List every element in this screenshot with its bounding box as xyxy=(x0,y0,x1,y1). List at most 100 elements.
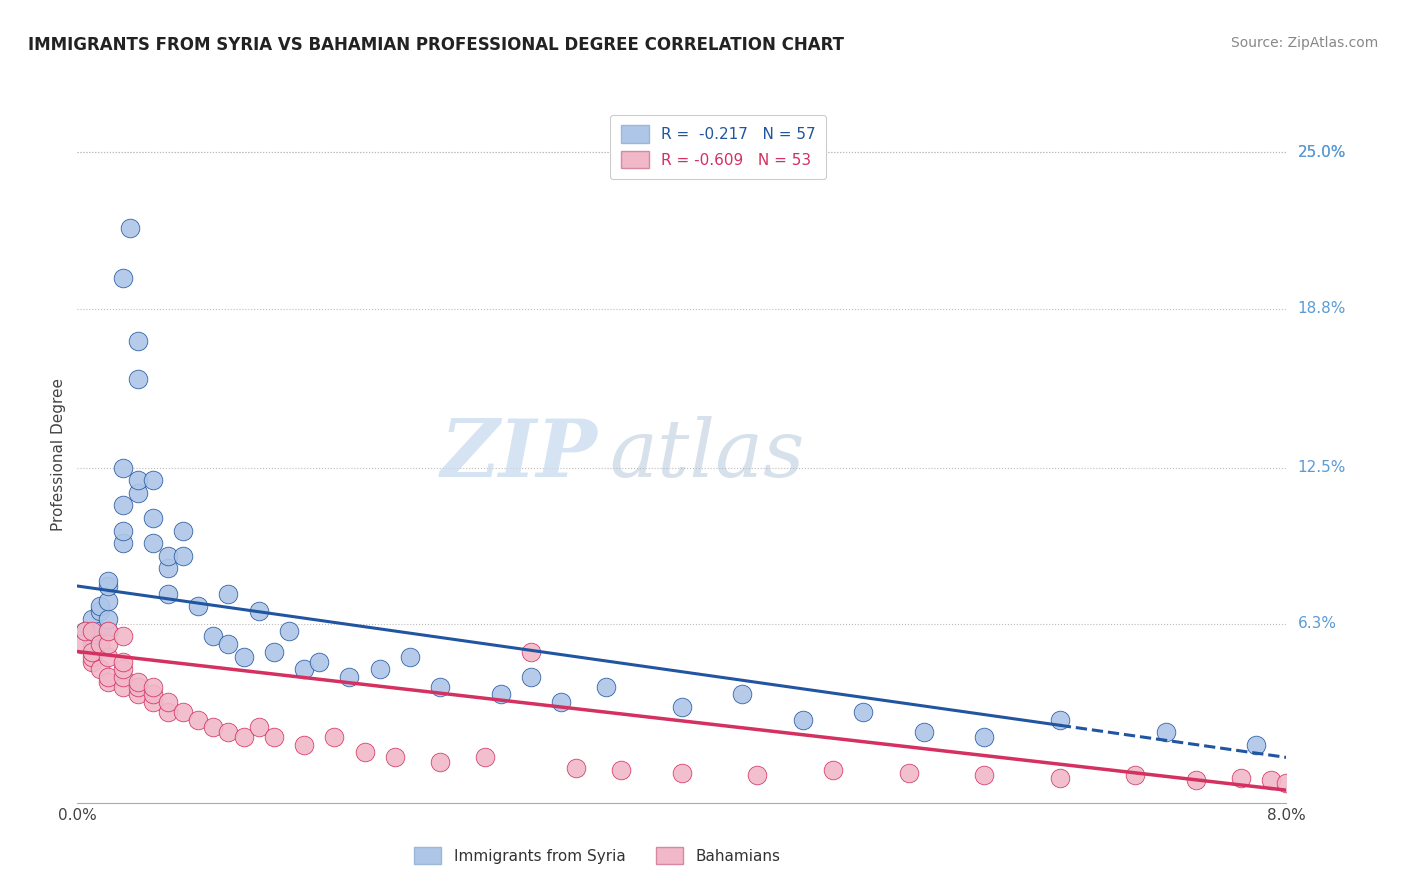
Point xyxy=(111,524,134,538)
Point xyxy=(278,624,301,639)
Point xyxy=(96,574,118,588)
Point xyxy=(142,511,165,525)
Point xyxy=(73,624,96,639)
Point xyxy=(897,765,920,780)
Point xyxy=(142,687,165,701)
Point xyxy=(323,731,346,745)
Point xyxy=(82,649,104,664)
Point xyxy=(111,460,134,475)
Point xyxy=(187,713,209,727)
Point xyxy=(111,536,134,550)
Point xyxy=(96,674,118,689)
Point xyxy=(111,680,134,694)
Point xyxy=(127,687,149,701)
Point xyxy=(82,644,104,658)
Point xyxy=(368,662,391,676)
Text: Source: ZipAtlas.com: Source: ZipAtlas.com xyxy=(1230,36,1378,50)
Text: 12.5%: 12.5% xyxy=(1298,460,1346,475)
Point xyxy=(127,485,149,500)
Point xyxy=(82,637,104,651)
Point xyxy=(96,624,118,639)
Point xyxy=(1154,725,1177,739)
Point xyxy=(429,680,451,694)
Point xyxy=(172,705,194,719)
Point xyxy=(111,662,134,676)
Point xyxy=(82,655,104,669)
Point xyxy=(292,738,315,752)
Point xyxy=(1049,713,1071,727)
Point xyxy=(550,695,572,709)
Point xyxy=(610,763,633,777)
Point xyxy=(263,644,285,658)
Legend: Immigrants from Syria, Bahamians: Immigrants from Syria, Bahamians xyxy=(404,836,792,875)
Point xyxy=(127,334,149,349)
Point xyxy=(852,705,875,719)
Point xyxy=(218,586,240,600)
Point xyxy=(202,629,225,643)
Point xyxy=(96,649,118,664)
Point xyxy=(142,536,165,550)
Point xyxy=(731,687,754,701)
Point xyxy=(82,612,104,626)
Point xyxy=(157,695,180,709)
Point xyxy=(142,680,165,694)
Text: 6.3%: 6.3% xyxy=(1298,616,1337,632)
Point xyxy=(489,687,512,701)
Text: atlas: atlas xyxy=(609,417,804,493)
Point xyxy=(339,670,360,684)
Point xyxy=(218,725,240,739)
Point xyxy=(82,624,104,639)
Point xyxy=(89,599,111,614)
Point xyxy=(73,624,96,639)
Point xyxy=(1260,773,1282,788)
Point xyxy=(157,561,180,575)
Point xyxy=(1185,773,1208,788)
Point xyxy=(89,637,111,651)
Y-axis label: Professional Degree: Professional Degree xyxy=(51,378,66,532)
Point xyxy=(671,700,693,714)
Point xyxy=(89,604,111,618)
Point xyxy=(127,674,149,689)
Text: 18.8%: 18.8% xyxy=(1298,301,1346,316)
Point xyxy=(232,731,254,745)
Text: 25.0%: 25.0% xyxy=(1298,145,1346,160)
Point xyxy=(111,670,134,684)
Point xyxy=(973,731,995,745)
Point xyxy=(202,720,225,734)
Point xyxy=(232,649,254,664)
Point xyxy=(292,662,315,676)
Point xyxy=(399,649,422,664)
Point xyxy=(747,768,769,782)
Point xyxy=(474,750,496,764)
Point xyxy=(142,695,165,709)
Point xyxy=(1230,771,1253,785)
Point xyxy=(384,750,406,764)
Point xyxy=(96,612,118,626)
Point xyxy=(187,599,209,614)
Point xyxy=(172,524,194,538)
Point xyxy=(157,586,180,600)
Point xyxy=(973,768,995,782)
Point xyxy=(127,372,149,386)
Point xyxy=(89,662,111,676)
Point xyxy=(127,473,149,487)
Point xyxy=(96,670,118,684)
Point xyxy=(111,629,134,643)
Point xyxy=(157,705,180,719)
Point xyxy=(172,549,194,563)
Point xyxy=(353,745,375,759)
Point xyxy=(70,637,93,651)
Point xyxy=(429,756,451,770)
Point xyxy=(111,271,134,285)
Point xyxy=(565,760,588,774)
Point xyxy=(912,725,935,739)
Point xyxy=(96,637,118,651)
Point xyxy=(1125,768,1147,782)
Point xyxy=(96,624,118,639)
Point xyxy=(120,221,142,235)
Text: IMMIGRANTS FROM SYRIA VS BAHAMIAN PROFESSIONAL DEGREE CORRELATION CHART: IMMIGRANTS FROM SYRIA VS BAHAMIAN PROFES… xyxy=(28,36,844,54)
Point xyxy=(111,655,134,669)
Text: 25.0%: 25.0% xyxy=(1298,145,1346,160)
Point xyxy=(96,594,118,608)
Point xyxy=(520,644,543,658)
